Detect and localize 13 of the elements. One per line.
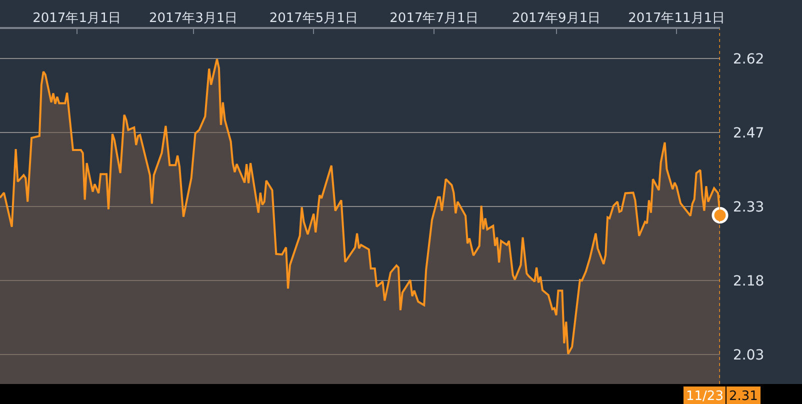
x-tick-label: 2017年9月1日	[512, 10, 601, 26]
text: 11/23	[686, 389, 724, 404]
y-tick-label: 2.18	[733, 273, 764, 290]
x-tick-label: 2017年3月1日	[149, 10, 238, 26]
y-tick-label: 2.33	[733, 199, 764, 216]
x-tick-label: 2017年7月1日	[390, 10, 478, 26]
text: 2.31	[729, 389, 758, 404]
y-tick-label: 2.62	[733, 51, 764, 68]
x-tick-label: 2017年5月1日	[269, 10, 358, 26]
x-tick-label: 2017年1月1日	[32, 10, 122, 26]
y-tick-label: 2.47	[733, 125, 764, 142]
x-tick-label: 2017年11月1日	[628, 10, 726, 26]
y-tick-label: 2.03	[733, 348, 764, 364]
